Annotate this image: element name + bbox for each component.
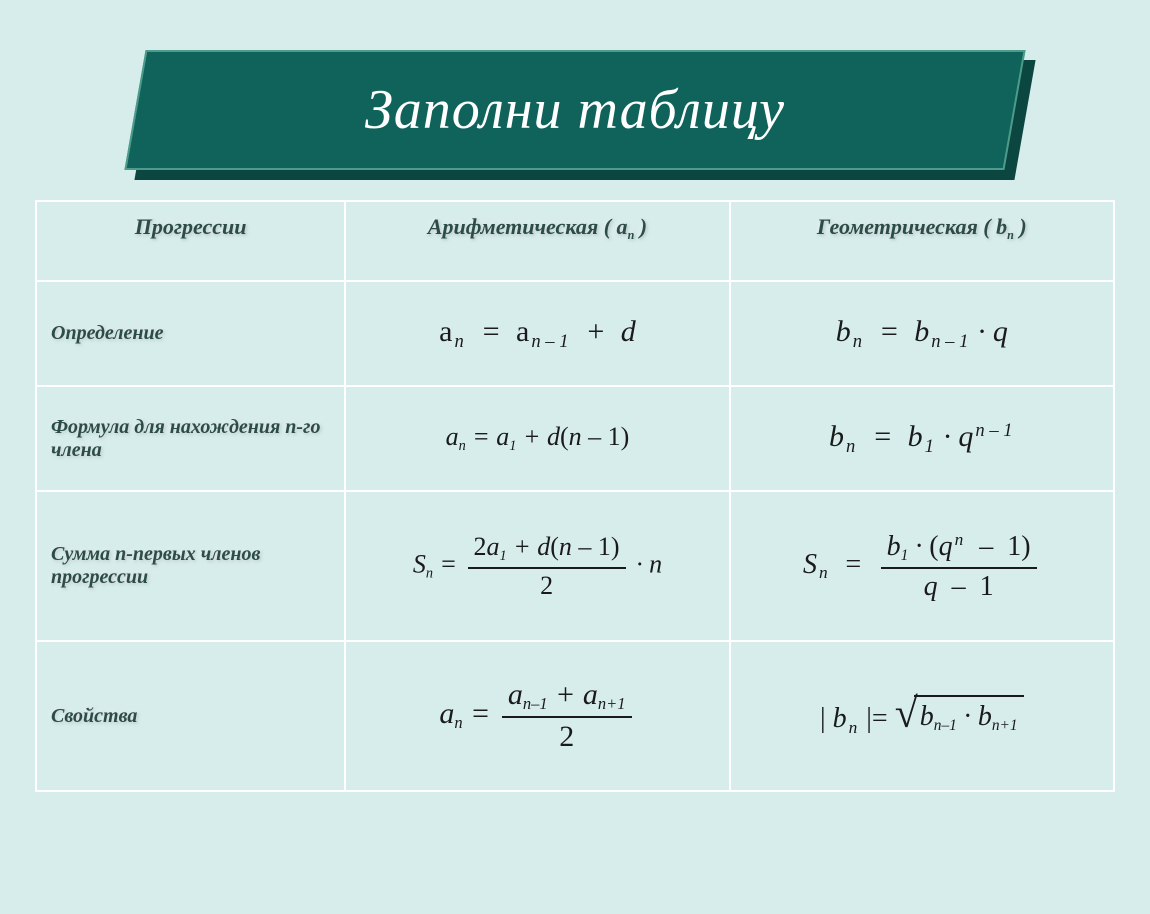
row-nth-label: Формула для нахождения n-го члена: [36, 386, 345, 491]
row-nth-term: Формула для нахождения n-го члена an = a…: [36, 386, 1114, 491]
row-definition-label: Определение: [36, 281, 345, 386]
title-banner: Заполни таблицу: [135, 50, 1015, 170]
row-definition: Определение an = an – 1 + d bn = bn – 1 …: [36, 281, 1114, 386]
cell-definition-geom: bn = bn – 1 · q: [730, 281, 1114, 386]
title-text: Заполни таблицу: [135, 50, 1015, 170]
cell-nth-arith: an = a1 + d(n – 1): [345, 386, 729, 491]
cell-prop-arith: an = an–1 + an+12: [345, 641, 729, 791]
cell-sum-geom: Sn = b1 · (qn – 1)q – 1: [730, 491, 1114, 641]
header-col2: Арифметическая ( an ): [345, 201, 729, 281]
table-header-row: Прогрессии Арифметическая ( an ) Геометр…: [36, 201, 1114, 281]
row-sum-label: Сумма n-первых членов прогрессии: [36, 491, 345, 641]
progression-table: Прогрессии Арифметическая ( an ) Геометр…: [35, 200, 1115, 792]
header-col2-suffix: ): [634, 214, 647, 239]
header-col3-sub: n: [1007, 228, 1014, 242]
row-sum: Сумма n-первых членов прогрессии Sn = 2a…: [36, 491, 1114, 641]
header-col2-prefix: Арифметическая ( a: [428, 214, 628, 239]
header-col1: Прогрессии: [36, 201, 345, 281]
header-col3: Геометрическая ( bn ): [730, 201, 1114, 281]
header-col3-suffix: ): [1014, 214, 1027, 239]
header-col3-prefix: Геометрическая ( b: [817, 214, 1007, 239]
cell-sum-arith: Sn = 2a1 + d(n – 1)2 · n: [345, 491, 729, 641]
row-properties: Свойства an = an–1 + an+12 | bn |= √bn–1…: [36, 641, 1114, 791]
cell-prop-geom: | bn |= √bn–1 · bn+1: [730, 641, 1114, 791]
cell-definition-arith: an = an – 1 + d: [345, 281, 729, 386]
row-prop-label: Свойства: [36, 641, 345, 791]
header-col1-text: Прогрессии: [135, 214, 247, 239]
cell-nth-geom: bn = b1 · qn – 1: [730, 386, 1114, 491]
